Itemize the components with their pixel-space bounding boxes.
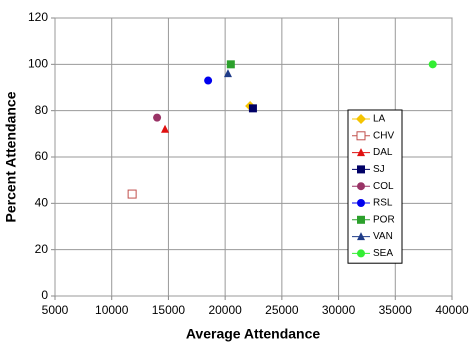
y-tick-label: 40 xyxy=(35,196,49,210)
y-tick-label: 80 xyxy=(35,103,49,117)
legend-marker xyxy=(357,249,365,258)
x-tick-label: 40000 xyxy=(435,303,469,317)
x-tick-label: 25000 xyxy=(265,303,299,317)
y-tick-label: 100 xyxy=(28,57,48,71)
x-tick-label: 5000 xyxy=(42,303,69,317)
data-point xyxy=(204,76,213,85)
data-point xyxy=(161,124,170,133)
x-tick-label: 35000 xyxy=(379,303,413,317)
legend-label: VAN xyxy=(373,231,393,242)
y-tick-label: 20 xyxy=(35,242,49,256)
x-tick-label: 10000 xyxy=(95,303,129,317)
data-point xyxy=(223,69,232,78)
legend-label: SJ xyxy=(373,164,385,175)
legend-label: DAL xyxy=(373,147,393,158)
legend-marker xyxy=(357,165,365,174)
legend-marker xyxy=(357,215,365,224)
y-tick-label: 60 xyxy=(35,149,49,163)
legend-label: CHV xyxy=(373,130,394,141)
x-tick-label: 30000 xyxy=(322,303,356,317)
data-point xyxy=(226,60,235,69)
legend-marker xyxy=(356,131,366,141)
y-tick-label: 0 xyxy=(41,288,48,302)
y-axis-title: Percent Attendance xyxy=(3,91,19,222)
legend-label: LA xyxy=(373,114,386,125)
x-tick-label: 20000 xyxy=(208,303,242,317)
y-tick-label: 120 xyxy=(28,10,48,24)
legend-marker xyxy=(357,232,365,241)
data-point xyxy=(248,104,257,113)
legend-marker xyxy=(356,114,366,124)
legend-label: POR xyxy=(373,214,395,225)
data-point xyxy=(127,189,137,199)
legend-label: COL xyxy=(373,181,394,192)
x-axis-title: Average Attendance xyxy=(186,326,321,342)
data-point xyxy=(153,113,162,122)
legend-label: RSL xyxy=(373,198,393,209)
data-point xyxy=(428,60,437,69)
legend-marker xyxy=(357,199,365,207)
x-tick-label: 15000 xyxy=(152,303,186,317)
legend-label: SEA xyxy=(373,248,393,259)
legend-marker xyxy=(357,148,365,157)
legend-marker xyxy=(357,182,365,191)
